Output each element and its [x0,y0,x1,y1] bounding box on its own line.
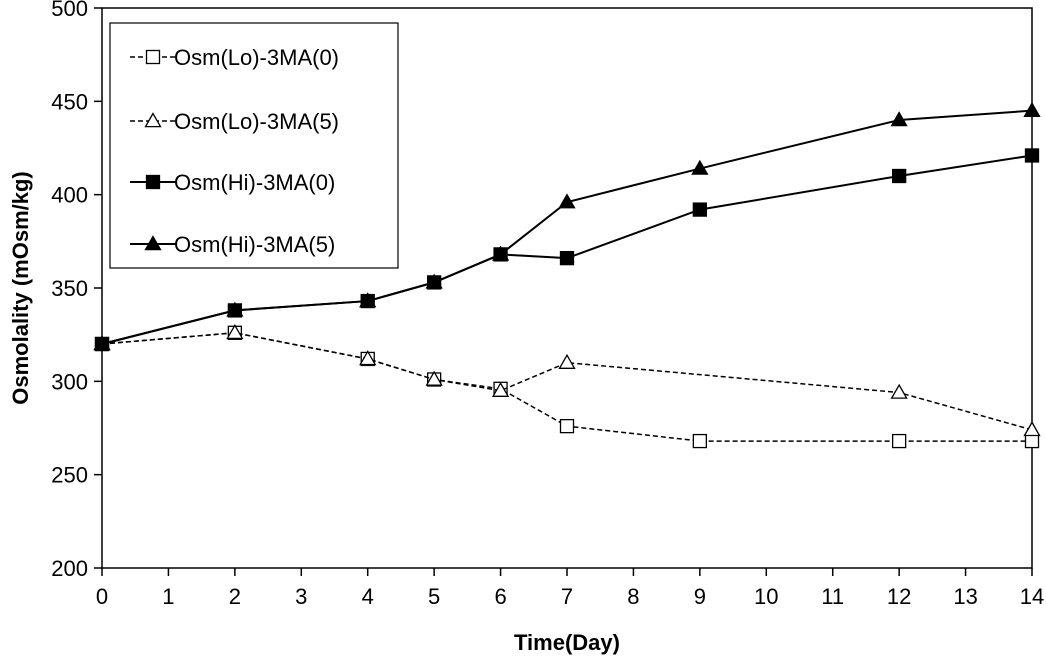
series-0-point-5 [559,418,575,434]
series-1-point-6 [890,383,908,399]
x-tick-label-8: 8 [627,584,639,609]
series-3-point-8 [1023,101,1041,117]
legend-label-1: Osm(Lo)-3MA(5) [174,109,339,134]
x-tick-label-3: 3 [295,584,307,609]
series-3-point-0 [93,335,111,351]
x-tick-label-13: 13 [953,584,977,609]
series-group [93,101,1041,449]
x-tick-label-14: 14 [1020,584,1044,609]
x-tick-label-1: 1 [162,584,174,609]
series-1-point-4 [491,381,510,397]
legend-marker-2 [145,174,161,190]
series-1-point-1 [226,323,244,340]
series-1-point-2 [359,350,377,366]
x-tick-label-6: 6 [494,584,506,609]
x-tick-label-9: 9 [694,584,706,609]
legend-label-3: Osm(Hi)-3MA(5) [174,232,335,257]
x-tick-label-5: 5 [428,584,440,609]
y-tick-label-0: 200 [51,556,88,581]
series-3-point-1 [226,301,244,317]
series-1 [93,323,1041,437]
series-2-point-6 [692,202,708,217]
series-3-point-3 [425,273,443,289]
series-3-point-6 [691,159,709,175]
series-0-point-6 [692,433,708,449]
y-tick-label-3: 350 [51,276,88,301]
series-1-point-3 [425,370,443,386]
series-1-line [101,332,1033,431]
series-2-point-5 [559,250,575,266]
series-3-point-4 [491,245,510,261]
legend-label-0: Osm(Lo)-3MA(0) [174,45,339,70]
y-tick-label-4: 400 [51,183,88,208]
x-axis-title: Time(Day) [514,630,620,655]
series-1-point-7 [1023,421,1041,437]
y-tick-label-5: 450 [51,89,88,114]
legend-marker-3 [144,235,162,251]
series-3 [93,101,1041,351]
y-tick-label-6: 500 [51,0,88,21]
legend-marker-0 [145,49,161,65]
x-tick-label-12: 12 [887,584,911,609]
series-0 [94,325,1040,449]
x-tick-label-11: 11 [821,584,844,609]
x-tick-label-7: 7 [561,584,573,609]
series-3-point-7 [890,111,908,127]
series-0-point-7 [891,433,907,449]
series-2-point-8 [1024,148,1040,163]
legend-label-2: Osm(Hi)-3MA(0) [174,170,335,195]
y-tick-label-1: 250 [51,463,88,488]
x-tick-label-10: 10 [754,584,778,609]
x-tick-label-0: 0 [96,584,108,609]
series-2-point-7 [891,168,907,184]
series-1-point-5 [558,353,576,369]
legend-marker-1 [144,112,162,128]
x-tick-label-4: 4 [362,584,374,609]
series-0-point-8 [1024,433,1040,449]
series-3-point-5 [558,193,576,209]
y-axis-title: Osmolality (mOsm/kg) [8,171,33,405]
legend: Osm(Lo)-3MA(0) Osm(Lo)-3MA(5) Osm(Hi)-3MA(… [109,22,399,269]
series-3-point-2 [359,292,377,308]
x-tick-label-2: 2 [229,584,241,609]
y-tick-label-2: 300 [51,369,88,394]
